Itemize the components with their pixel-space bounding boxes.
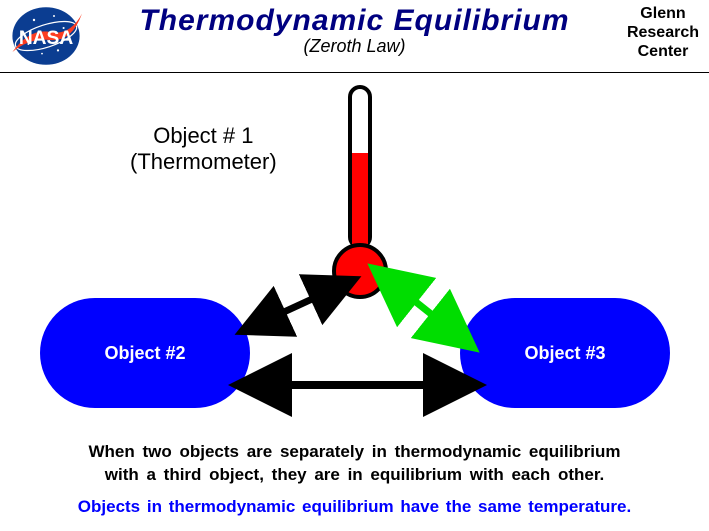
footer-line1: When two objects are separately in therm… [88, 442, 620, 461]
object2-shape: Object #2 [40, 298, 250, 408]
footer-line2: with a third object, they are in equilib… [105, 465, 604, 484]
arrow-obj1-obj2 [260, 288, 336, 323]
object3-shape: Object #3 [460, 298, 670, 408]
page-subtitle: (Zeroth Law) [0, 36, 709, 57]
thermometer-icon [332, 83, 388, 308]
footer-text: When two objects are separately in therm… [0, 441, 709, 517]
object2-label: Object #2 [104, 343, 185, 364]
object3-label: Object #3 [524, 343, 605, 364]
page-title: Thermodynamic Equilibrium [0, 4, 709, 38]
object1-label-line2: (Thermometer) [130, 149, 277, 174]
diagram-area: Object # 1 (Thermometer) Object #2 Objec… [0, 73, 709, 453]
org-label: Glenn Research Center [627, 4, 699, 62]
svg-text:NASA: NASA [19, 28, 74, 49]
footer-line3: Objects in thermodynamic equilibrium hav… [0, 497, 709, 517]
org-line1: Glenn [627, 4, 699, 23]
object1-label-line1: Object # 1 [153, 123, 253, 148]
nasa-logo: NASA [6, 4, 86, 68]
org-line3: Center [627, 42, 699, 61]
object1-label: Object # 1 (Thermometer) [130, 123, 277, 176]
org-line2: Research [627, 23, 699, 42]
arrow-obj1-obj3 [392, 283, 455, 333]
